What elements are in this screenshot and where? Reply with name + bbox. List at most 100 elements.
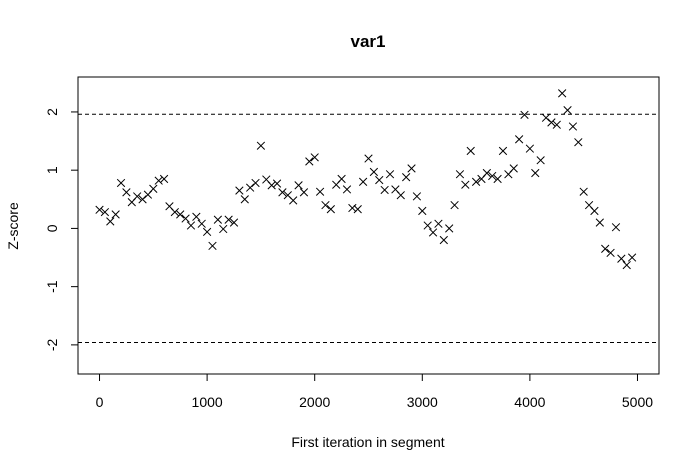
data-point xyxy=(445,224,454,233)
data-point xyxy=(267,181,276,190)
data-point xyxy=(229,218,239,227)
data-point xyxy=(531,168,540,178)
data-point xyxy=(541,113,551,122)
data-point xyxy=(380,185,389,195)
x-tick-label: 4000 xyxy=(514,394,545,410)
data-point xyxy=(520,110,529,120)
data-point xyxy=(353,205,362,214)
y-tick-label: 0 xyxy=(44,224,60,232)
data-point xyxy=(412,192,422,201)
data-point xyxy=(256,141,266,150)
data-point xyxy=(375,175,384,185)
x-axis-label: First iteration in segment xyxy=(291,434,444,450)
data-point xyxy=(364,154,373,163)
x-tick-label: 1000 xyxy=(192,394,223,410)
data-point xyxy=(461,180,470,189)
data-point xyxy=(396,191,405,200)
data-point xyxy=(315,187,325,196)
data-point xyxy=(289,196,298,205)
data-point xyxy=(547,118,556,127)
data-point xyxy=(240,195,249,204)
data-point xyxy=(418,206,427,216)
data-point xyxy=(568,122,578,131)
data-point xyxy=(450,200,459,210)
y-tick-label: 2 xyxy=(44,108,60,116)
data-point xyxy=(326,205,335,214)
data-point xyxy=(434,219,443,228)
data-point xyxy=(305,157,314,166)
data-point xyxy=(488,171,497,181)
data-point xyxy=(385,170,395,179)
data-point xyxy=(590,206,599,216)
data-point xyxy=(622,260,631,270)
data-point xyxy=(525,144,535,153)
data-point xyxy=(552,120,561,129)
y-tick-label: -1 xyxy=(44,280,60,293)
data-point xyxy=(337,174,346,184)
data-point xyxy=(159,174,169,184)
data-point xyxy=(186,221,196,230)
data-point xyxy=(202,227,212,237)
x-tick-label: 5000 xyxy=(622,394,653,410)
data-point xyxy=(245,183,255,192)
data-point xyxy=(466,146,475,156)
data-point xyxy=(321,200,330,210)
data-point xyxy=(294,181,303,190)
data-point xyxy=(138,195,147,204)
data-point xyxy=(272,179,282,188)
data-point xyxy=(176,210,185,219)
data-point xyxy=(498,146,508,156)
x-tick-label: 2000 xyxy=(299,394,330,410)
y-tick-label: -2 xyxy=(44,338,60,351)
data-points xyxy=(95,89,637,270)
y-axis: -2 -1 0 1 2 xyxy=(44,108,78,351)
data-point xyxy=(149,184,158,193)
data-point xyxy=(563,106,572,115)
x-tick-label: 3000 xyxy=(407,394,438,410)
data-point xyxy=(116,178,126,188)
data-point xyxy=(514,135,524,144)
data-point xyxy=(428,228,438,237)
chart-title: var1 xyxy=(351,32,386,51)
data-point xyxy=(310,153,319,162)
data-point xyxy=(133,192,142,201)
data-point xyxy=(154,176,163,185)
y-axis-label: Z-score xyxy=(5,202,21,250)
data-point xyxy=(627,253,637,262)
reference-lines xyxy=(78,113,659,344)
y-tick-label: 1 xyxy=(44,166,60,174)
data-point xyxy=(595,218,604,227)
data-point xyxy=(536,156,545,165)
data-point xyxy=(423,221,432,230)
data-point xyxy=(95,205,104,214)
data-point xyxy=(170,207,179,217)
data-point xyxy=(181,214,190,223)
data-point xyxy=(111,210,120,219)
data-point xyxy=(100,207,110,217)
data-point xyxy=(617,254,626,263)
data-point xyxy=(482,168,492,178)
data-point xyxy=(558,89,567,98)
data-point xyxy=(348,203,357,213)
data-point xyxy=(493,174,502,184)
data-point xyxy=(509,164,518,173)
x-axis: 0 1000 2000 3000 4000 5000 xyxy=(96,374,653,410)
data-point xyxy=(299,188,309,197)
data-point xyxy=(439,235,448,245)
data-point xyxy=(601,244,610,253)
data-point xyxy=(611,223,621,232)
plot-frame xyxy=(77,76,660,375)
data-point xyxy=(358,177,368,186)
data-point xyxy=(251,178,260,188)
data-point xyxy=(106,217,115,226)
data-point xyxy=(197,219,206,228)
data-point xyxy=(192,212,201,221)
data-point xyxy=(407,164,416,173)
data-point xyxy=(402,173,411,182)
data-point xyxy=(369,167,379,177)
data-point xyxy=(606,248,615,258)
data-point xyxy=(219,224,228,234)
data-point xyxy=(342,185,352,194)
data-point xyxy=(574,138,583,147)
